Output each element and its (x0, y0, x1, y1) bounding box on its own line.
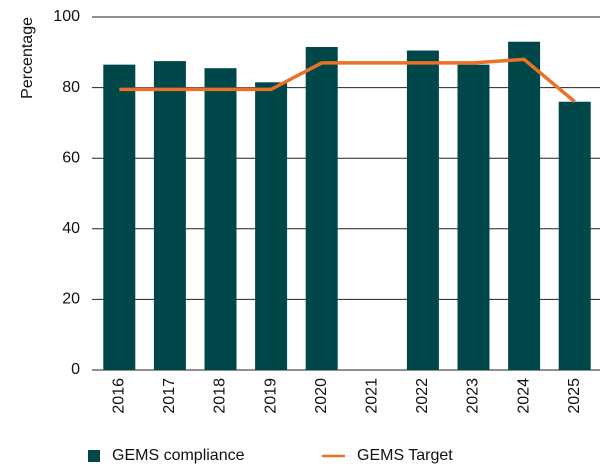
legend-swatch (88, 450, 100, 462)
x-tick-label: 2025 (566, 378, 583, 414)
x-tick-label: 2020 (313, 378, 330, 414)
y-tick-label: 100 (53, 8, 80, 25)
x-tick-label: 2017 (161, 378, 178, 414)
y-tick-label: 60 (62, 149, 80, 166)
y-tick-label: 40 (62, 220, 80, 237)
bar (103, 64, 136, 370)
bar (558, 101, 591, 370)
bar (457, 64, 490, 370)
x-tick-label: 2023 (465, 378, 482, 414)
bar (153, 61, 186, 370)
bar (255, 82, 288, 371)
x-tick-label: 2024 (515, 378, 532, 414)
legend-label: GEMS Target (357, 447, 453, 464)
target-line (119, 57, 576, 104)
y-axis-label: Percentage (19, 17, 36, 99)
bar (508, 41, 541, 371)
bar (305, 47, 338, 370)
y-tick-label: 20 (62, 291, 80, 308)
bar (204, 68, 237, 370)
bar (406, 50, 439, 370)
legend-label: GEMS compliance (112, 447, 245, 464)
y-tick-label: 0 (71, 361, 80, 378)
x-tick-label: 2022 (414, 378, 431, 414)
x-tick-label: 2019 (262, 378, 279, 414)
x-tick-label: 2021 (364, 378, 381, 414)
x-tick-label: 2018 (212, 378, 229, 414)
x-tick-label: 2016 (111, 378, 128, 414)
y-tick-label: 80 (62, 79, 80, 96)
